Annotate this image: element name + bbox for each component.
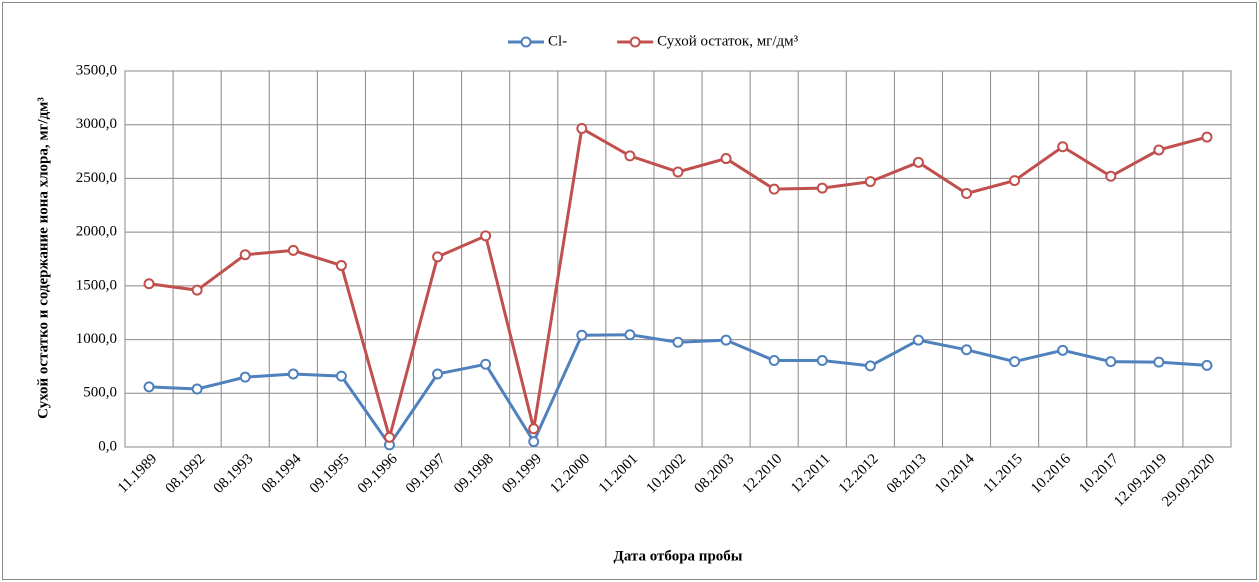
y-tick-label: 2000,0 (76, 224, 117, 240)
data-point (191, 383, 203, 395)
data-point (912, 156, 924, 168)
y-tick-label: 0,0 (98, 438, 117, 454)
data-point (480, 230, 492, 242)
data-point (672, 166, 684, 178)
data-point (1057, 141, 1069, 153)
data-point (624, 329, 636, 341)
legend-label: Сухой остаток, мг/дм³ (657, 33, 798, 49)
data-point (864, 176, 876, 188)
data-point (961, 187, 973, 199)
legend-item: Сухой остаток, мг/дм³ (617, 33, 799, 49)
data-point (383, 431, 395, 443)
data-point (720, 334, 732, 346)
data-point (1105, 356, 1117, 368)
y-axis-title: Сухой остатко и содержание иона хлора, м… (35, 97, 51, 419)
data-point (143, 381, 155, 393)
data-point (287, 244, 299, 256)
data-point (1153, 144, 1165, 156)
data-point (335, 259, 347, 271)
data-point (143, 278, 155, 290)
data-point (768, 183, 780, 195)
data-point (1153, 356, 1165, 368)
legend-marker (629, 36, 641, 48)
data-point (1057, 344, 1069, 356)
data-point (1201, 359, 1213, 371)
y-tick-label: 3500,0 (76, 62, 117, 78)
data-point (239, 249, 251, 261)
data-point (287, 368, 299, 380)
data-point (864, 360, 876, 372)
data-point (191, 284, 203, 296)
data-point (1201, 131, 1213, 143)
data-point (768, 355, 780, 367)
y-tick-label: 2500,0 (76, 170, 117, 186)
legend-label: Cl- (548, 33, 567, 49)
data-point (961, 344, 973, 356)
legend-marker (520, 36, 532, 48)
data-point (816, 182, 828, 194)
y-tick-label: 1000,0 (76, 331, 117, 347)
legend-item: Cl- (508, 33, 567, 49)
data-point (1009, 175, 1021, 187)
data-point (528, 436, 540, 448)
data-point (335, 370, 347, 382)
data-point (624, 150, 636, 162)
data-point (1009, 356, 1021, 368)
data-point (239, 371, 251, 383)
x-axis-title: Дата отбора пробы (614, 548, 743, 564)
data-point (816, 355, 828, 367)
data-point (912, 334, 924, 346)
data-point (528, 423, 540, 435)
y-tick-label: 1500,0 (76, 277, 117, 293)
data-point (432, 251, 444, 263)
data-point (720, 153, 732, 165)
data-point (672, 336, 684, 348)
data-point (480, 358, 492, 370)
data-point (432, 368, 444, 380)
data-point (576, 122, 588, 134)
y-tick-label: 500,0 (83, 385, 117, 401)
y-tick-label: 3000,0 (76, 116, 117, 132)
data-point (576, 329, 588, 341)
data-point (1105, 170, 1117, 182)
